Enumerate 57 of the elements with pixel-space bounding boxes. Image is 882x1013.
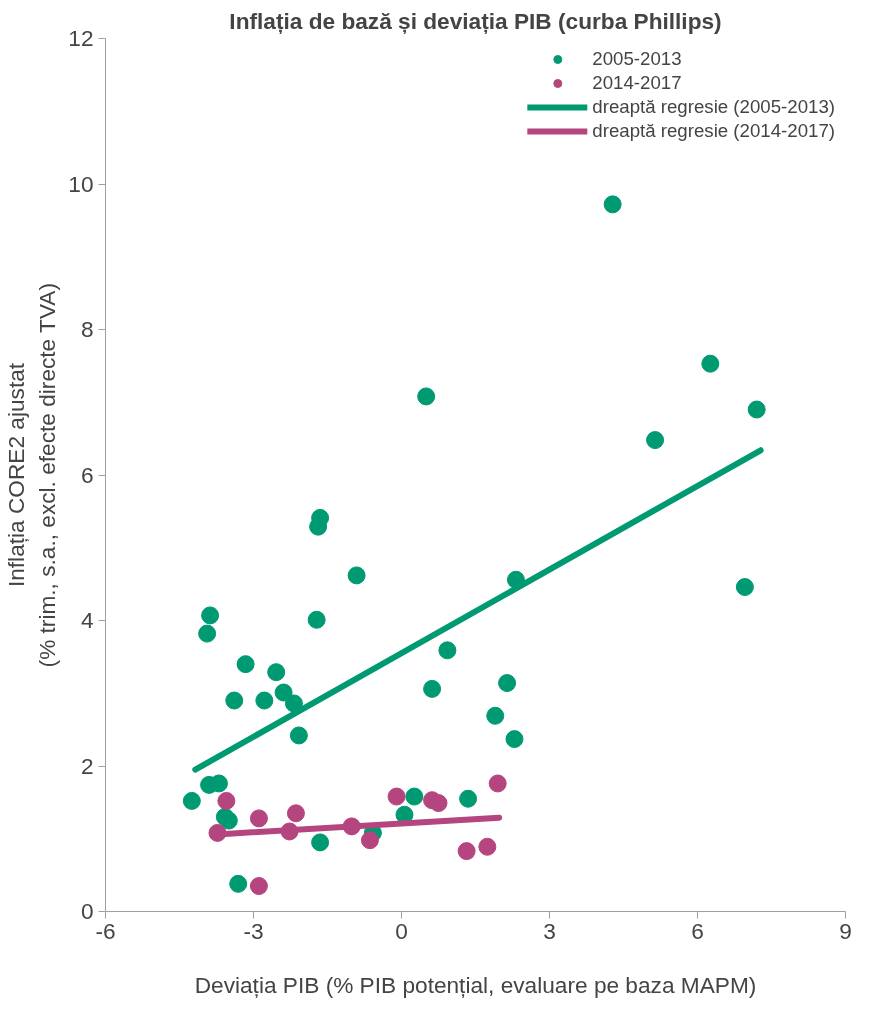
y-tick-label: 0 — [80, 898, 94, 924]
x-tick-label: 6 — [691, 917, 704, 944]
point — [459, 789, 478, 808]
x-tick-label: -3 — [243, 917, 264, 944]
point — [284, 694, 303, 713]
point — [347, 566, 366, 585]
point — [701, 354, 720, 373]
point — [274, 683, 293, 702]
point — [747, 400, 766, 419]
point — [307, 610, 326, 629]
point — [423, 679, 442, 698]
legend-label: dreaptă regresie (2014-2017) — [592, 120, 835, 142]
point — [498, 674, 517, 693]
point — [457, 842, 476, 861]
x-tick-label: -6 — [95, 917, 116, 944]
point — [255, 691, 274, 710]
legend-label: dreaptă regresie (2005-2013) — [592, 96, 835, 118]
chart-title: Inflația de bază și deviația PIB (curba Phillips) — [229, 7, 722, 34]
legend-label: 2005-2013 — [592, 48, 682, 70]
point — [198, 624, 217, 643]
point — [311, 833, 330, 852]
y-tick-label: 10 — [68, 170, 94, 197]
point — [225, 691, 244, 710]
y-tick-label: 8 — [80, 316, 94, 342]
y-tick-label: 4 — [80, 607, 94, 633]
point — [603, 195, 622, 214]
point — [286, 804, 305, 823]
point — [505, 730, 524, 749]
point — [486, 706, 505, 725]
point — [646, 431, 665, 450]
point — [236, 655, 255, 674]
point — [249, 809, 268, 828]
x-tick-label: 3 — [543, 917, 556, 944]
point — [267, 663, 286, 682]
point — [229, 874, 248, 893]
y-axis-title: Inflația CORE2 ajustat (% trim., s.a., excl. efecte directe TVA) — [3, 282, 61, 668]
point — [201, 606, 220, 625]
point — [405, 787, 424, 806]
y-tick-label: 6 — [80, 461, 94, 488]
y-tick-label: 12 — [68, 25, 94, 51]
x-axis-title: Deviația PIB (% PIB potențial, evaluare pe baza MAPM) — [194, 971, 757, 998]
point — [735, 578, 754, 597]
point — [478, 837, 497, 856]
point — [249, 877, 268, 896]
point — [417, 387, 436, 406]
point — [289, 726, 308, 745]
point — [360, 831, 379, 850]
x-tick-label: 0 — [395, 917, 408, 944]
point — [488, 774, 507, 793]
x-tick-label: 9 — [839, 917, 852, 944]
point — [387, 787, 406, 806]
point — [219, 811, 238, 830]
point — [182, 791, 201, 810]
point — [217, 791, 236, 810]
point — [438, 641, 457, 660]
legend-label: 2014-2017 — [592, 72, 682, 94]
y-tick-label: 2 — [80, 752, 94, 779]
